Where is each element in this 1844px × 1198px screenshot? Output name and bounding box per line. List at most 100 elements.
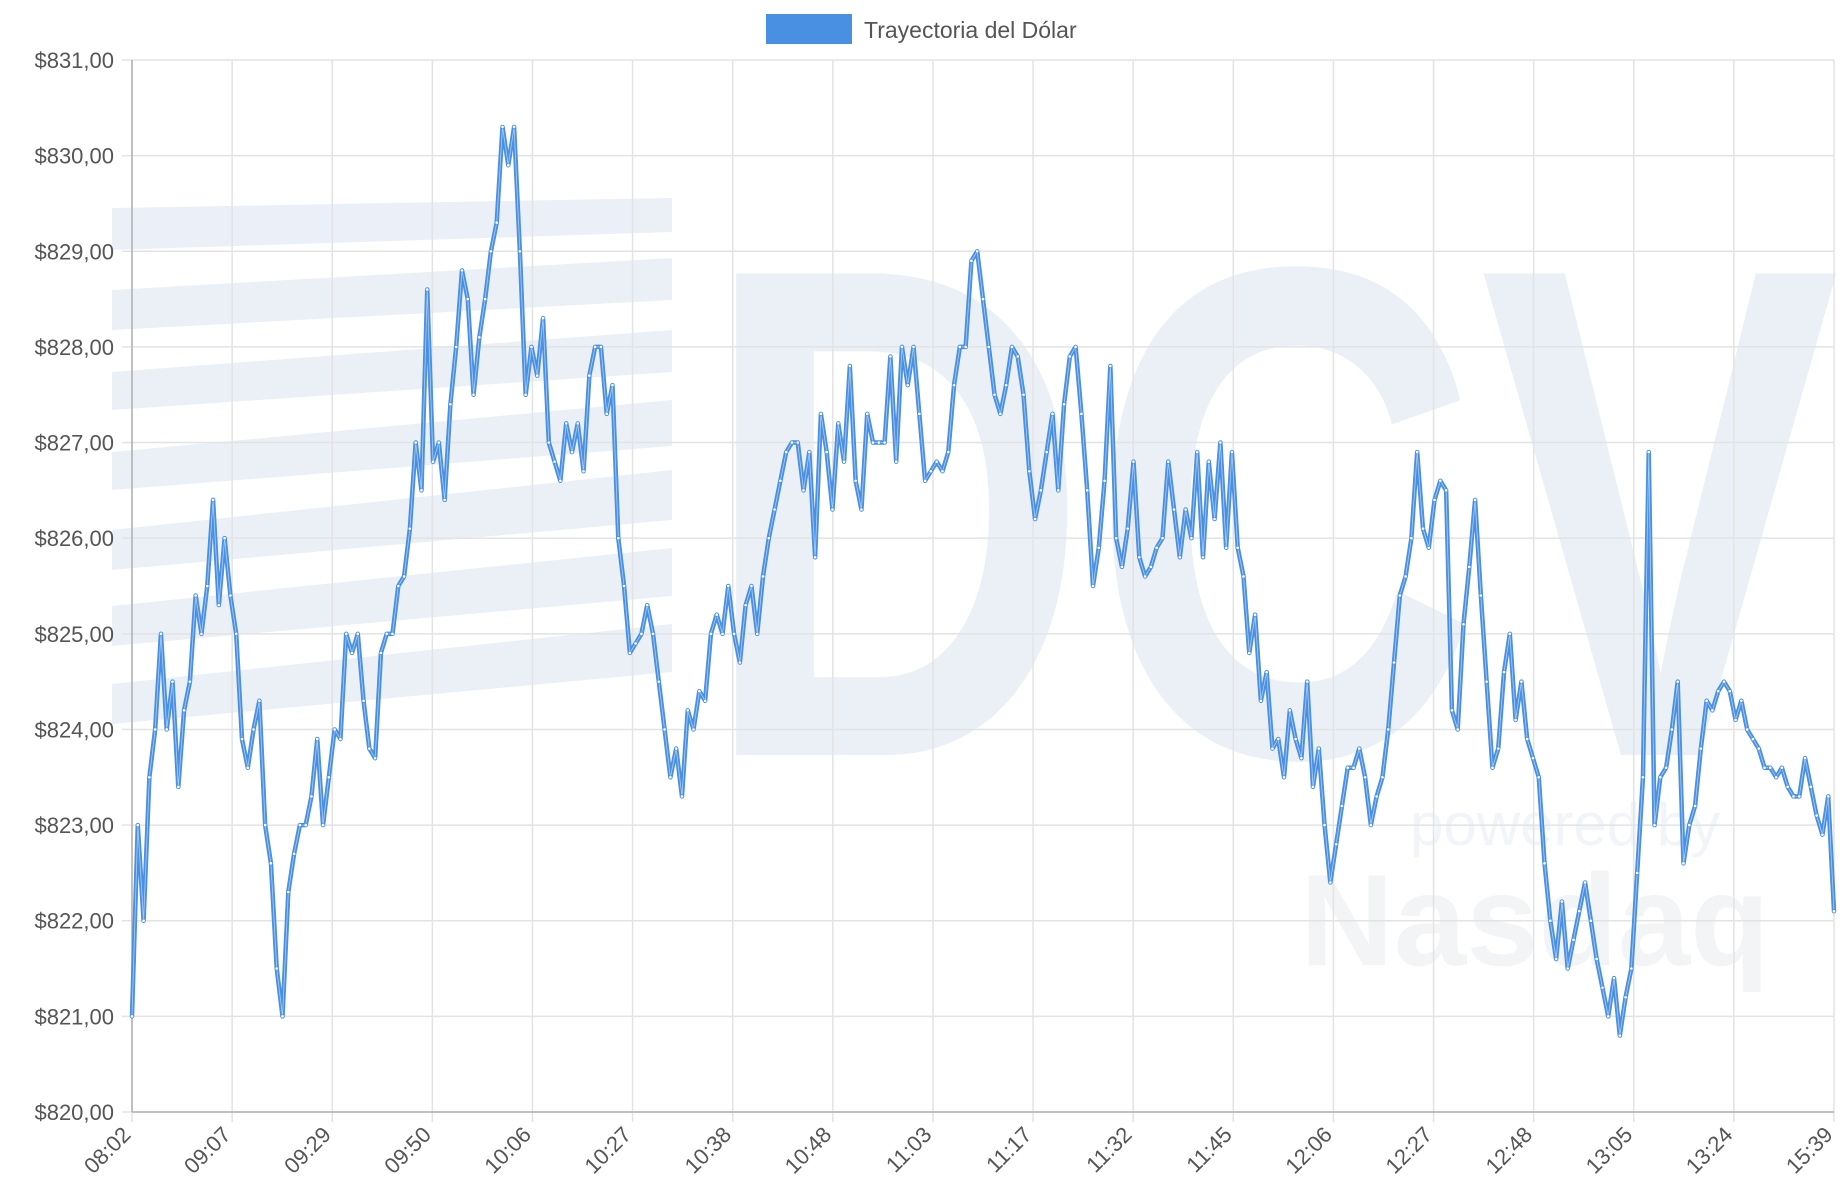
data-point[interactable] [407,526,412,531]
data-point[interactable] [911,345,916,349]
data-point[interactable] [1826,794,1831,799]
data-point[interactable] [737,660,742,665]
data-point[interactable] [367,746,372,751]
data-point[interactable] [436,440,441,445]
data-point[interactable] [969,258,974,263]
data-point[interactable] [1293,737,1298,741]
data-point[interactable] [286,890,291,894]
data-point[interactable] [130,1014,134,1019]
data-point[interactable] [1467,564,1472,569]
data-point[interactable] [355,631,360,636]
data-point[interactable] [749,584,754,588]
data-point[interactable] [159,631,163,636]
data-point[interactable] [1160,536,1165,541]
data-point[interactable] [963,345,968,349]
data-point[interactable] [1745,727,1750,732]
data-point[interactable] [442,498,447,502]
data-point[interactable] [772,507,777,512]
data-point[interactable] [373,756,378,761]
data-point[interactable] [332,727,337,732]
data-point[interactable] [338,737,343,741]
legend-swatch[interactable] [766,14,852,44]
data-point[interactable] [1299,756,1304,761]
data-point[interactable] [1554,957,1559,961]
data-point[interactable] [1733,717,1738,722]
data-point[interactable] [865,411,870,416]
data-point[interactable] [1583,880,1587,885]
data-point[interactable] [830,507,835,512]
data-point[interactable] [1114,536,1119,541]
data-point[interactable] [587,373,592,378]
data-point[interactable] [454,345,459,349]
data-point[interactable] [801,488,806,493]
data-point[interactable] [1438,478,1443,483]
data-point[interactable] [1067,354,1072,359]
data-point[interactable] [668,775,673,780]
data-point[interactable] [1177,555,1182,560]
data-point[interactable] [390,631,395,636]
data-point[interactable] [402,574,406,579]
data-point[interactable] [905,383,910,388]
data-point[interactable] [784,450,789,455]
data-point[interactable] [894,459,899,464]
data-point[interactable] [766,536,771,541]
data-point[interactable] [795,440,800,445]
data-point[interactable] [431,459,435,464]
data-point[interactable] [1044,450,1049,455]
data-point[interactable] [1670,727,1674,732]
data-point[interactable] [1230,450,1234,455]
data-point[interactable] [888,354,893,359]
data-point[interactable] [141,918,146,923]
data-point[interactable] [483,297,488,301]
data-point[interactable] [1125,526,1130,531]
data-point[interactable] [575,421,580,426]
data-point[interactable] [1305,679,1310,684]
data-point[interactable] [1409,536,1414,541]
data-point[interactable] [344,631,349,636]
data-point[interactable] [1687,823,1692,827]
data-point[interactable] [1820,832,1825,837]
data-point[interactable] [957,345,962,349]
data-point[interactable] [216,603,221,608]
data-point[interactable] [1635,871,1640,875]
data-point[interactable] [1143,574,1148,579]
data-point[interactable] [813,555,818,560]
data-point[interactable] [1154,545,1159,550]
data-point[interactable] [593,345,598,349]
data-point[interactable] [489,249,493,254]
data-point[interactable] [610,383,615,388]
data-point[interactable] [379,651,383,655]
data-point[interactable] [1010,345,1014,349]
data-point[interactable] [1490,765,1495,770]
data-point[interactable] [1623,995,1628,1000]
data-point[interactable] [876,440,881,445]
data-point[interactable] [326,775,331,780]
data-point[interactable] [986,345,991,349]
data-point[interactable] [1357,746,1362,751]
data-point[interactable] [1386,727,1391,732]
data-point[interactable] [726,584,731,588]
data-point[interactable] [1513,717,1518,722]
data-point[interactable] [396,584,401,588]
data-point[interactable] [1646,450,1651,455]
data-point[interactable] [1797,794,1802,799]
data-point[interactable] [1311,784,1315,789]
data-point[interactable] [1374,794,1379,799]
data-point[interactable] [1392,660,1396,665]
data-point[interactable] [929,469,933,474]
data-point[interactable] [1600,985,1605,990]
data-point[interactable] [1577,909,1582,914]
data-point[interactable] [604,411,609,416]
data-point[interactable] [1073,345,1078,349]
data-point[interactable] [940,469,945,474]
data-point[interactable] [303,823,308,827]
data-point[interactable] [523,392,528,397]
data-point[interactable] [187,679,192,684]
data-point[interactable] [1421,526,1425,531]
data-point[interactable] [1560,899,1564,904]
data-point[interactable] [269,861,273,866]
data-point[interactable] [599,345,603,349]
data-point[interactable] [570,450,574,455]
data-point[interactable] [1287,708,1292,713]
data-point[interactable] [992,392,997,397]
